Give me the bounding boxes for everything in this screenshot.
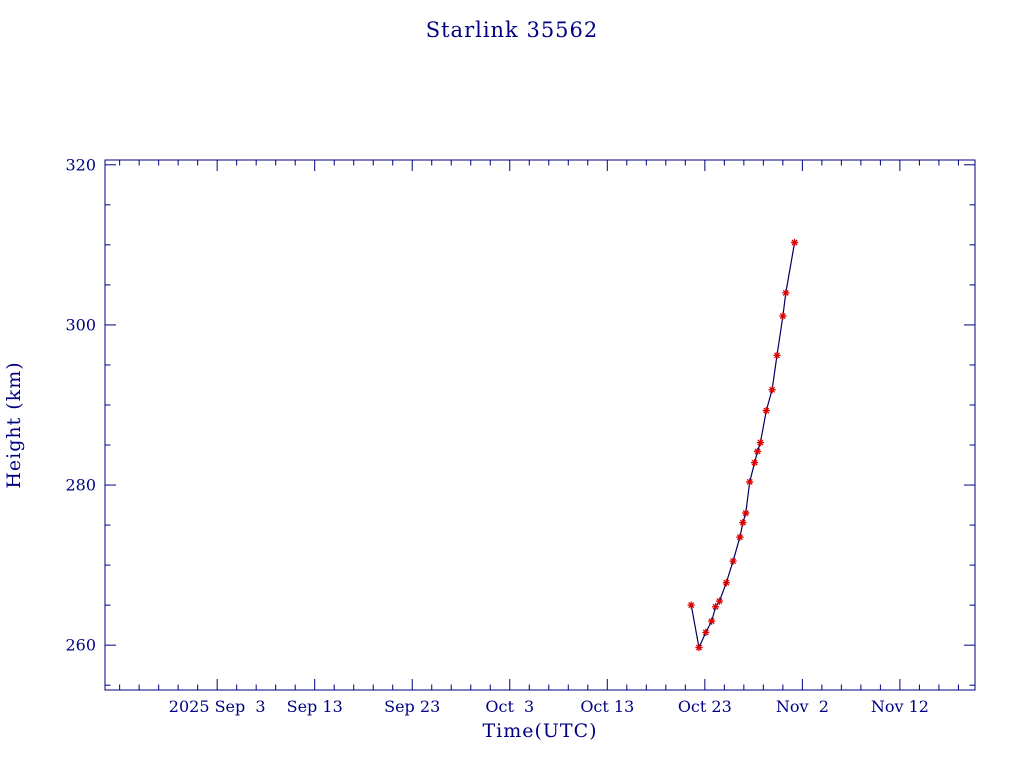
data-point-marker (768, 386, 776, 394)
y-tick-label: 320 (65, 155, 96, 174)
data-point-marker (687, 601, 695, 609)
data-point-marker (695, 643, 703, 652)
x-tick-label: Sep 23 (384, 697, 440, 716)
data-point-marker (753, 447, 762, 456)
data-point-marker (742, 509, 750, 517)
x-tick-label: Nov 2 (776, 697, 829, 716)
data-point-marker (708, 617, 716, 625)
data-point-marker (722, 579, 730, 587)
data-point-marker (773, 351, 781, 359)
x-tick-label: Oct 13 (580, 697, 634, 716)
data-point-marker (715, 597, 724, 605)
data-point-marker (782, 289, 790, 297)
x-tick-label: Nov 12 (871, 697, 929, 716)
data-point-marker (739, 519, 747, 527)
height-curve (690, 242, 796, 650)
x-tick-label: Oct 23 (678, 697, 732, 716)
x-tick-label: 2025 Sep 3 (169, 697, 266, 716)
data-point-marker (779, 312, 787, 320)
data-point-marker (702, 628, 710, 636)
chart-title: Starlink 35562 (425, 18, 599, 42)
data-point-marker (746, 478, 754, 486)
data-point-marker (736, 533, 744, 541)
x-tick-label: Oct 3 (485, 697, 534, 716)
plot-frame (104, 159, 976, 691)
y-tick-label: 260 (65, 636, 96, 655)
data-point-marker (762, 406, 770, 415)
data-point-marker (790, 238, 799, 247)
x-axis-label: Time(UTC) (482, 720, 598, 742)
x-tick-label: Sep 13 (287, 697, 343, 716)
y-tick-label: 280 (65, 476, 96, 495)
data-point-marker (756, 439, 765, 447)
y-tick-label: 300 (65, 315, 96, 334)
data-point-marker (711, 603, 720, 611)
data-point-marker (750, 459, 759, 467)
data-point-marker (729, 557, 737, 565)
